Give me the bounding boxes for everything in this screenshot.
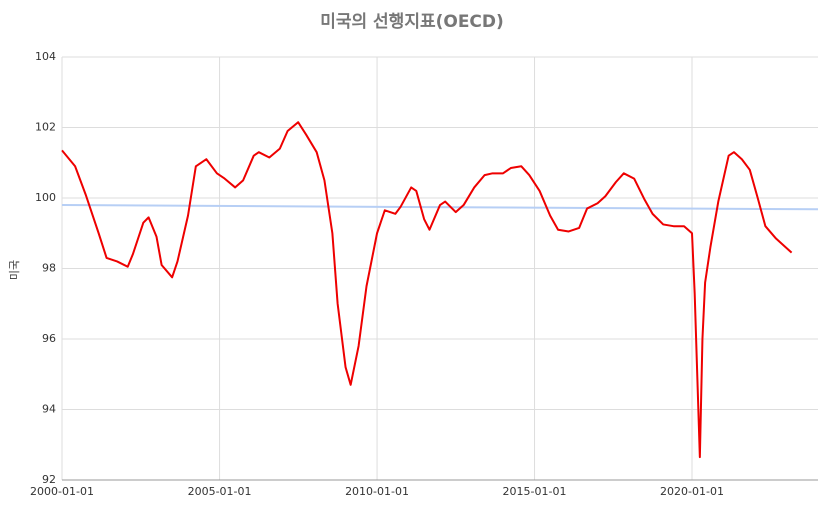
y-tick-label: 98 [42,262,56,275]
y-tick-label: 96 [42,332,56,345]
data-line [61,121,793,459]
x-tick-label: 2010-01-01 [345,485,409,498]
x-tick-label: 2020-01-01 [660,485,724,498]
y-tick-label: 92 [42,473,56,486]
x-tick-label: 2005-01-01 [188,485,252,498]
y-tick-label: 104 [35,50,56,63]
chart-title: 미국의 선행지표(OECD) [320,12,504,32]
y-tick-label: 102 [35,121,56,134]
y-tick-label: 100 [35,191,56,204]
x-tick-label: 2015-01-01 [503,485,567,498]
y-tick-label: 94 [42,403,56,416]
x-tick-label: 2000-01-01 [30,485,94,498]
y-axis-label: 미국 [8,260,21,280]
